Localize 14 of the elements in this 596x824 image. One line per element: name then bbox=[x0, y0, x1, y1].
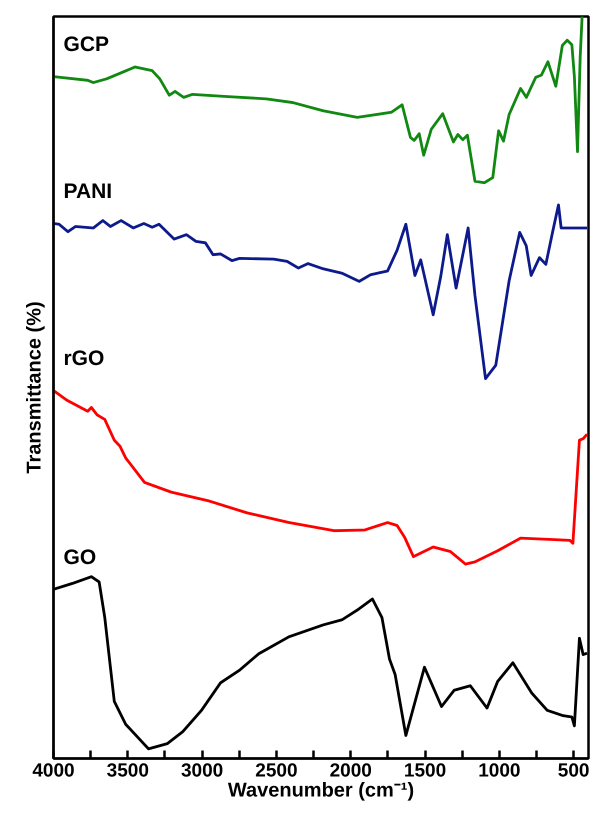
x-tick-label: 2000 bbox=[330, 760, 372, 782]
x-tick-label: 3500 bbox=[106, 760, 149, 782]
series-label: PANI bbox=[64, 180, 112, 204]
x-tick-label: 4000 bbox=[32, 760, 75, 782]
x-tick-label: 1000 bbox=[478, 760, 520, 782]
y-axis-title: Transmittance (%) bbox=[24, 301, 46, 474]
series-label: rGO bbox=[64, 346, 104, 370]
x-tick-label: 1500 bbox=[404, 760, 446, 782]
x-tick-label: 3000 bbox=[180, 760, 224, 782]
x-axis-title: Wavenumber (cm⁻¹) bbox=[228, 780, 414, 802]
series-label: GO bbox=[64, 546, 96, 569]
x-tick-label: 2500 bbox=[255, 760, 298, 782]
series-label: GCP bbox=[64, 33, 110, 56]
x-tick-label: 500 bbox=[558, 760, 590, 782]
